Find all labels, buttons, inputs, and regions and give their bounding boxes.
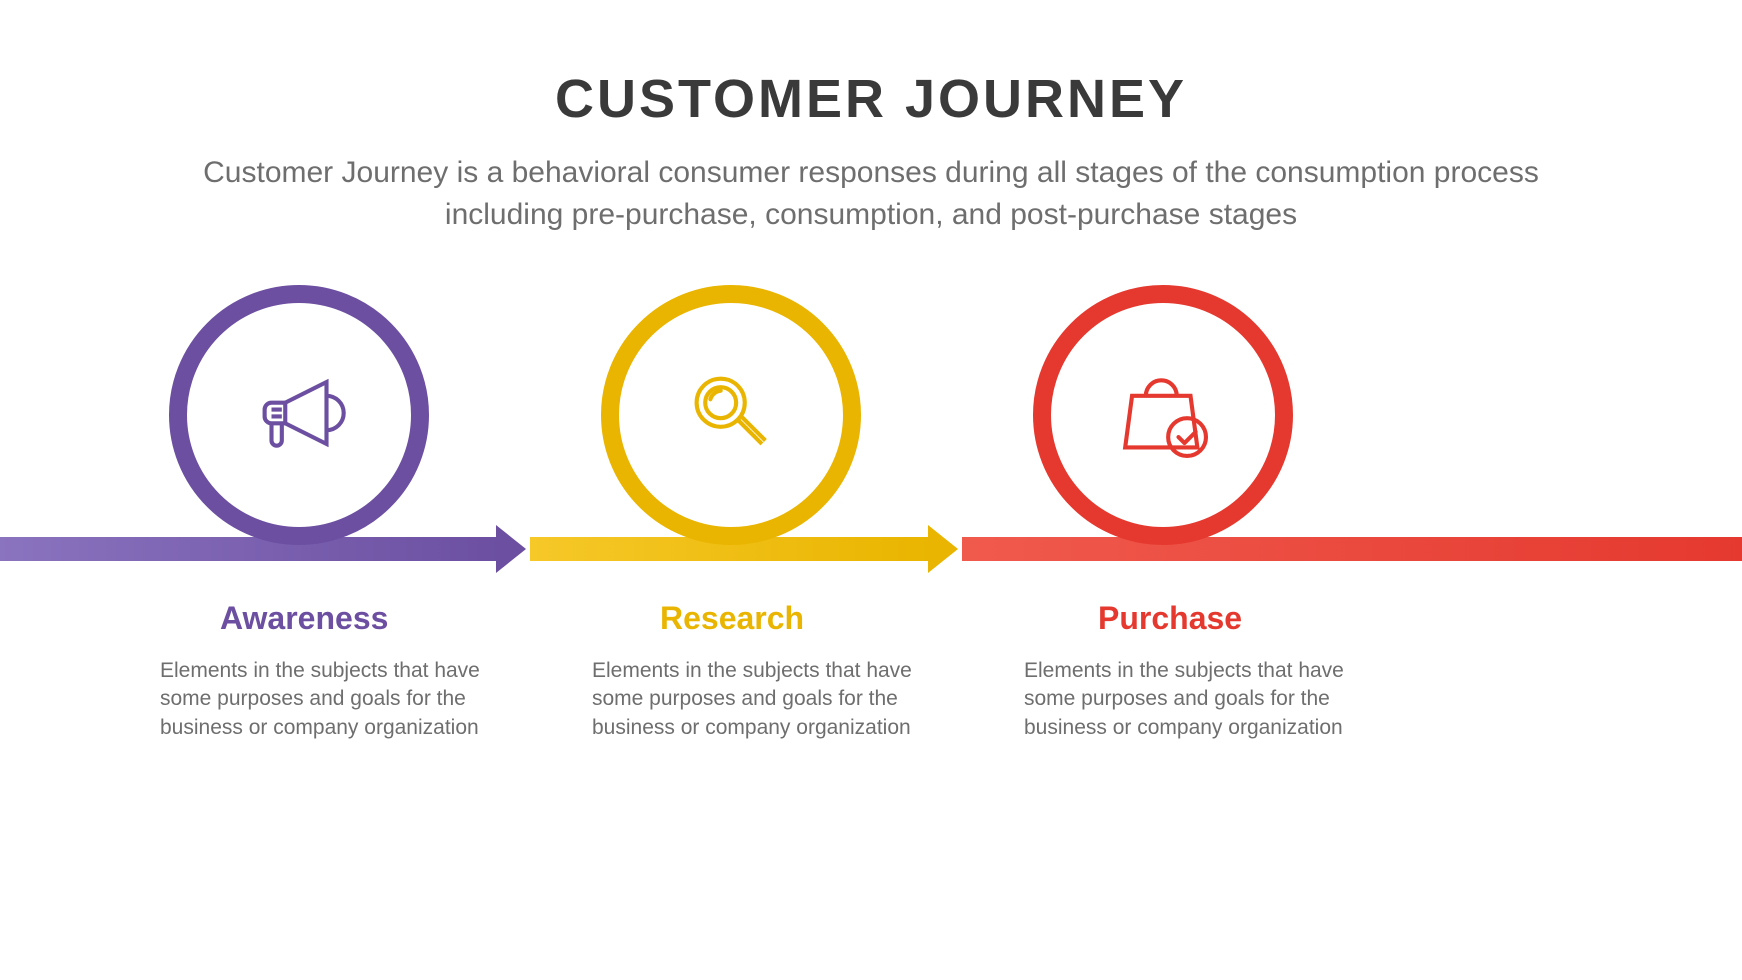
step-research: Research Elements in the subjects that h…: [592, 600, 992, 742]
step-desc-research: Elements in the subjects that have some …: [592, 657, 952, 742]
step-desc-awareness: Elements in the subjects that have some …: [160, 657, 520, 742]
step-title-research: Research: [660, 600, 992, 637]
segment-awareness: [0, 537, 500, 561]
header: CUSTOMER JOURNEY Customer Journey is a b…: [0, 68, 1742, 236]
segment-purchase: [962, 537, 1742, 561]
step-purchase: Purchase Elements in the subjects that h…: [1024, 600, 1424, 742]
magnifier-icon: [676, 358, 786, 473]
megaphone-icon: [244, 358, 354, 473]
circle-purchase: [1033, 285, 1293, 545]
circle-awareness: [169, 285, 429, 545]
bag-check-icon: [1108, 358, 1218, 473]
page-title: CUSTOMER JOURNEY: [0, 68, 1742, 130]
circle-research: [601, 285, 861, 545]
step-title-purchase: Purchase: [1098, 600, 1424, 637]
page-subtitle: Customer Journey is a behavioral consume…: [191, 152, 1551, 236]
journey-strip: [0, 537, 1742, 577]
step-awareness: Awareness Elements in the subjects that …: [160, 600, 560, 742]
step-title-awareness: Awareness: [220, 600, 560, 637]
step-desc-purchase: Elements in the subjects that have some …: [1024, 657, 1384, 742]
